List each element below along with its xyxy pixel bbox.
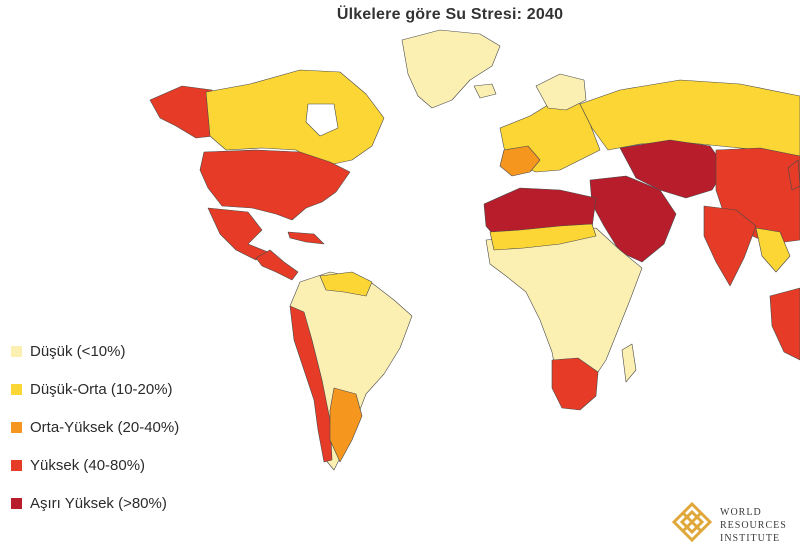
legend: Düşük (<10%) Düşük-Orta (10-20%) Orta-Yü… [11,332,179,522]
legend-item-low-medium: Düşük-Orta (10-20%) [11,370,179,408]
central-asia [619,139,727,199]
wri-logo-text: WORLD RESOURCES INSTITUTE [720,506,787,545]
legend-swatch-extremely-high [11,497,22,509]
legend-item-extremely-high: Aşırı Yüksek (>80%) [11,484,179,522]
greenland [401,29,501,109]
central-america [255,249,299,281]
legend-swatch-high [11,459,22,471]
australia [769,287,800,361]
middle-east [589,175,677,263]
legend-swatch-low-medium [11,383,22,395]
legend-label-low-medium: Düşük-Orta (10-20%) [30,380,173,398]
legend-label-extremely-high: Aşırı Yüksek (>80%) [30,494,167,512]
japan [787,159,800,191]
logo-line-1: WORLD [720,507,762,518]
legend-item-medium-high: Orta-Yüksek (20-40%) [11,408,179,446]
legend-item-low: Düşük (<10%) [11,332,179,370]
legend-swatch-medium-high [11,421,22,433]
usa [199,149,351,221]
caribbean [287,231,325,245]
legend-label-low: Düşük (<10%) [30,342,126,360]
sahel [489,223,597,251]
argentina [329,387,363,463]
western-europe [499,145,541,177]
map-title: Ülkelere göre Su Stresi: 2040 [336,6,564,23]
legend-item-high: Yüksek (40-80%) [11,446,179,484]
legend-label-high: Yüksek (40-80%) [30,456,146,474]
peru-chile [289,305,333,463]
scandinavia [535,73,587,111]
logo-line-2: RESOURCES [720,520,787,531]
india [703,205,757,287]
madagascar [621,343,637,383]
canada [205,69,385,167]
legend-swatch-low [11,345,22,357]
hudson-bay [305,103,339,137]
legend-label-medium-high: Orta-Yüksek (20-40%) [30,418,180,436]
venezuela [319,271,373,297]
southeast-asia [755,227,791,273]
mexico [207,207,269,261]
logo-line-3: INSTITUTE [720,533,781,544]
wri-knot-icon [671,501,713,543]
southern-africa [551,357,599,411]
iceland [473,83,497,99]
